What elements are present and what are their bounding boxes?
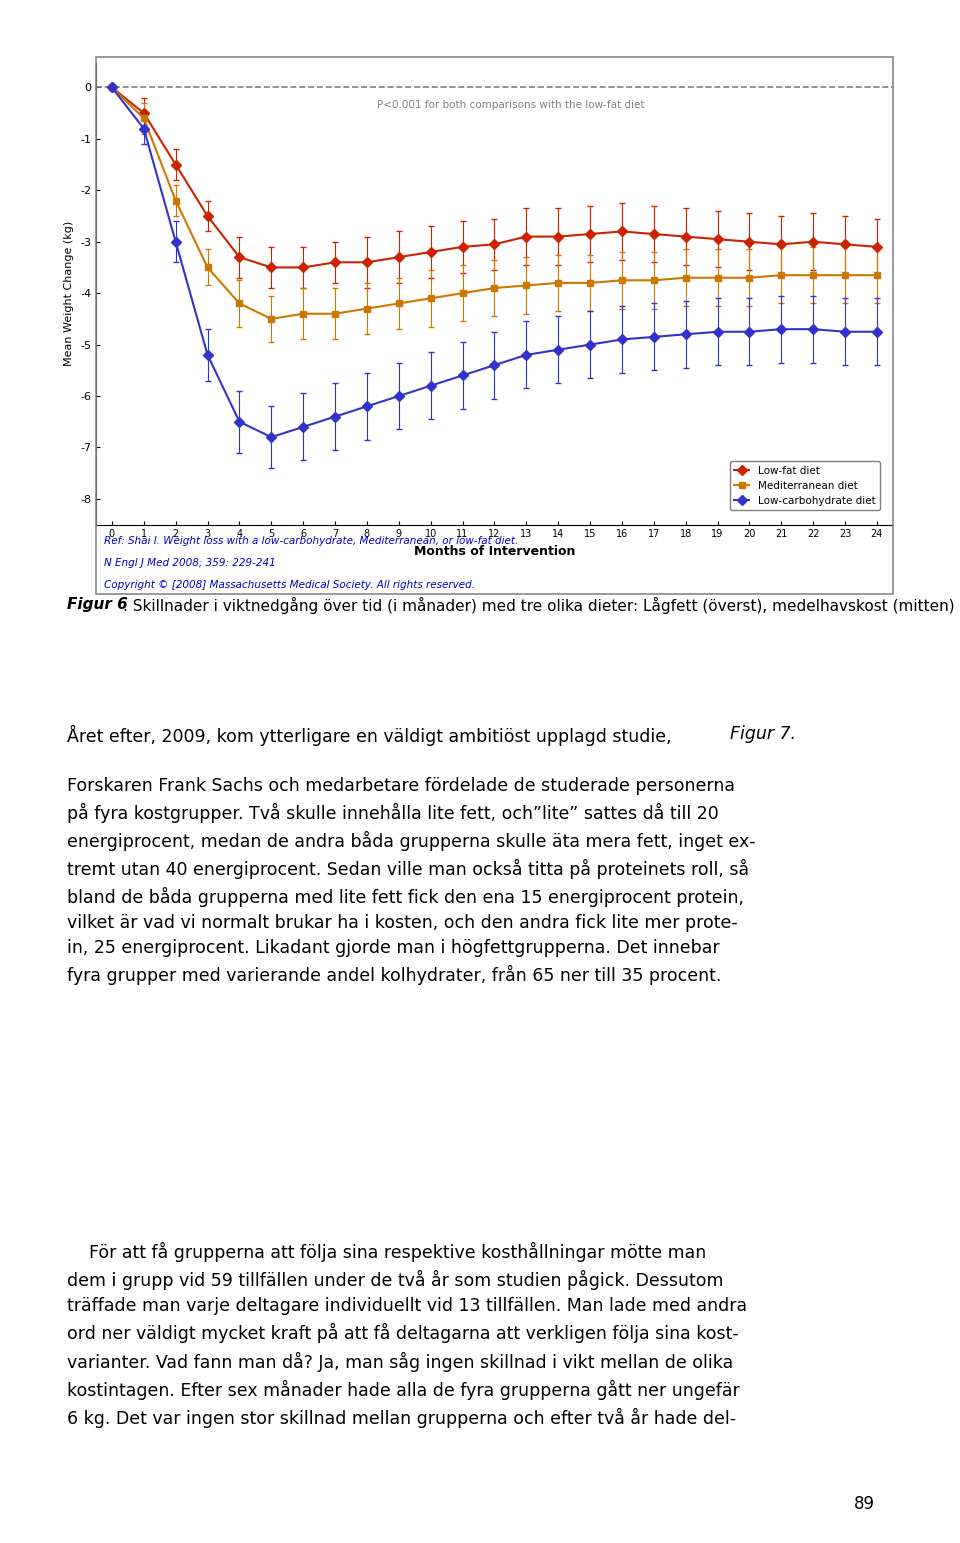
- Text: Figur 6: Figur 6: [67, 597, 128, 613]
- Text: För att få grupperna att följa sina respektive kosthållningar mötte man
dem i gr: För att få grupperna att följa sina resp…: [67, 1242, 747, 1427]
- Text: Figur 7.: Figur 7.: [731, 725, 796, 744]
- Text: Forskaren Frank Sachs och medarbetare fördelade de studerade personerna
på fyra : Forskaren Frank Sachs och medarbetare fö…: [67, 776, 756, 986]
- Text: Året efter, 2009, kom ytterligare en väldigt ambitiöst upplagd studie,: Året efter, 2009, kom ytterligare en väl…: [67, 725, 678, 747]
- Text: . Skillnader i viktnedgång över tid (i månader) med tre olika dieter: Lågfett (ö: . Skillnader i viktnedgång över tid (i m…: [123, 597, 960, 614]
- X-axis label: Months of Intervention: Months of Intervention: [414, 545, 575, 559]
- Legend: Low-fat diet, Mediterranean diet, Low-carbohydrate diet: Low-fat diet, Mediterranean diet, Low-ca…: [730, 461, 879, 511]
- Text: Ref: Shai I. Weight loss with a low-carbohydrate, Mediterranean, or low-fat diet: Ref: Shai I. Weight loss with a low-carb…: [104, 537, 518, 546]
- Text: P<0.001 for both comparisons with the low-fat diet: P<0.001 for both comparisons with the lo…: [376, 100, 644, 110]
- Text: 89: 89: [853, 1495, 875, 1514]
- Text: Copyright © [2008] Massachusetts Medical Society. All rights reserved.: Copyright © [2008] Massachusetts Medical…: [104, 580, 475, 591]
- Text: N Engl J Med 2008; 359: 229-241: N Engl J Med 2008; 359: 229-241: [104, 559, 276, 568]
- Y-axis label: Mean Weight Change (kg): Mean Weight Change (kg): [64, 221, 75, 366]
